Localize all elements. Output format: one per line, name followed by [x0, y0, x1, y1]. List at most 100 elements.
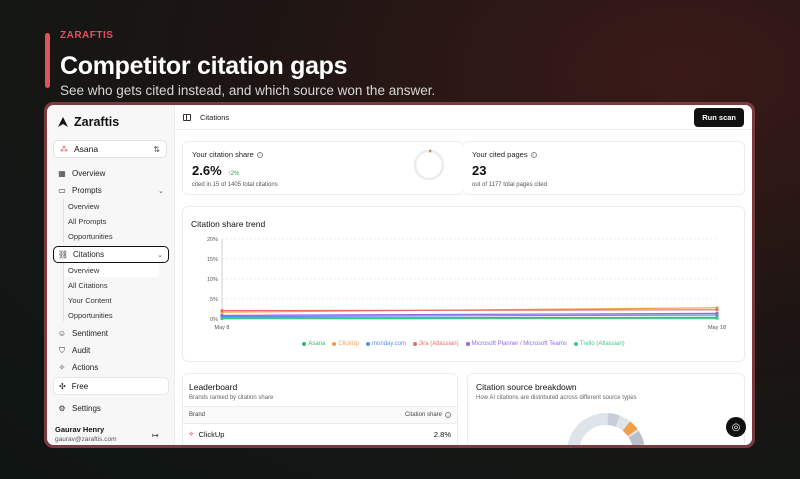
grid-icon: ▦ — [58, 169, 66, 178]
chart-legend: Asana ClickUp monday.com Jira (Atlassian) Mi… — [183, 341, 744, 347]
legend-label: Jira (Atlassian) — [418, 341, 459, 347]
project-select[interactable]: ⁂ Asana ⇅ — [53, 140, 167, 158]
main-content: Citations Run scan Your citation share i… — [175, 105, 752, 445]
info-icon[interactable]: i — [530, 151, 537, 158]
link-icon: ⛓ — [57, 250, 69, 259]
sidebar-item-citations[interactable]: ⛓ Citations ⌄ — [53, 246, 169, 263]
sidebar-subitem-all-citations[interactable]: All Citations — [68, 280, 108, 290]
x-tick-label: May 8 — [215, 325, 230, 331]
citation-share-value: 2.6% — [192, 163, 222, 178]
user-info: Gaurav Henry gaurav@zaraftis.com — [55, 425, 117, 443]
chevron-updown-icon: ⇅ — [153, 144, 160, 154]
y-tick-label: 10% — [207, 277, 218, 283]
source-donut-chart — [567, 413, 645, 445]
row-brand: ⟡ ClickUp — [189, 430, 224, 439]
chat-icon: ▭ — [58, 186, 66, 195]
app-frame: Zaraftis ⁂ Asana ⇅ ▦ Overview ▭ Prompts … — [44, 102, 755, 448]
series-line — [221, 312, 718, 316]
logo[interactable]: Zaraftis — [57, 115, 119, 129]
sidebar-subitem-prompts-overview[interactable]: Overview — [68, 201, 100, 211]
row-share: 2.8% — [433, 430, 451, 439]
legend-item[interactable]: Trello (Atlassian) — [573, 341, 625, 347]
breakdown-subtitle: How AI citations are distributed across … — [476, 395, 637, 401]
legend-item[interactable]: Jira (Atlassian) — [412, 341, 459, 347]
trend-chart: 0% 5% 10% 15% 20% May 8 May 18 — [207, 237, 726, 331]
chevron-down-icon: ⌄ — [158, 187, 164, 195]
sidebar-item-label: Overview — [72, 169, 106, 178]
smile-icon: ☺ — [57, 329, 67, 338]
sidebar-item-label: Audit — [72, 346, 91, 355]
column-brand[interactable]: Brand — [189, 412, 206, 418]
citation-share-arc — [413, 149, 445, 181]
legend-dot — [302, 342, 307, 346]
sidebar-subitem-prompts-opportunities[interactable]: Opportunities — [68, 231, 113, 241]
sidebar-item-actions[interactable]: ✧ Actions — [53, 360, 169, 375]
sidebar-item-sentiment[interactable]: ☺ Sentiment — [53, 326, 169, 341]
clickup-logo-icon: ⟡ — [189, 430, 194, 438]
sidebar-item-label: Settings — [72, 404, 101, 413]
plan-badge[interactable]: ✣ Free — [53, 377, 169, 395]
sidebar: Zaraftis ⁂ Asana ⇅ ▦ Overview ▭ Prompts … — [47, 105, 175, 445]
chart-title: Citation share trend — [191, 219, 266, 229]
sidebar-item-prompts[interactable]: ▭ Prompts ⌄ — [53, 183, 169, 198]
sidebar-item-label: Actions — [72, 363, 99, 372]
sidebar-subitem-citations-opportunities[interactable]: Opportunities — [68, 310, 113, 320]
sidebar-item-label: Sentiment — [72, 329, 109, 338]
citation-share-note: cited in 15 of 1405 total citations — [192, 182, 278, 188]
cited-pages-card: Your cited pages i 23 out of 1177 total … — [463, 141, 745, 195]
legend-item[interactable]: monday.com — [366, 341, 406, 347]
sidebar-item-settings[interactable]: ⚙ Settings — [53, 401, 169, 416]
legend-item[interactable]: Asana — [302, 341, 325, 347]
legend-dot — [465, 342, 470, 346]
series-point — [220, 317, 224, 321]
legend-label: Trello (Atlassian) — [579, 341, 625, 347]
gear-icon: ⚙ — [58, 404, 66, 413]
legend-item[interactable]: ClickUp — [332, 341, 359, 347]
sidebar-subitem-your-content[interactable]: Your Content — [68, 295, 112, 305]
info-icon[interactable]: i — [256, 151, 263, 158]
donut-track — [567, 413, 645, 445]
legend-item[interactable]: Microsoft Planner / Microsoft Teams — [465, 341, 567, 347]
sidebar-subitem-citations-overview[interactable]: Overview — [64, 263, 159, 277]
logo-text: Zaraftis — [74, 115, 120, 129]
hero-title: Competitor citation gaps — [60, 52, 348, 80]
y-tick-label: 5% — [210, 297, 218, 303]
citation-trend-card: Citation share trend 0% 5% 10% 15% 20% May 8 M… — [182, 206, 745, 362]
sidebar-item-label: Prompts — [72, 186, 102, 195]
leaderboard-card: Leaderboard Brands ranked by citation sh… — [182, 373, 458, 445]
plan-label: Free — [71, 381, 89, 391]
sparkles-icon: ✣ — [59, 381, 66, 391]
legend-label: ClickUp — [338, 341, 360, 347]
series-point — [220, 309, 224, 313]
column-citation-share[interactable]: Citation share i — [405, 412, 451, 418]
table-row[interactable]: ⟡ ClickUp 2.8% — [183, 424, 457, 445]
brand-tag: ZARAFTIS — [60, 30, 114, 41]
series-point — [220, 313, 224, 317]
hero-subtitle: See who gets cited instead, and which so… — [60, 83, 436, 98]
run-scan-button[interactable]: Run scan — [694, 107, 744, 127]
sidebar-toggle-icon[interactable] — [183, 113, 191, 121]
cited-pages-value: 23 — [472, 163, 487, 178]
topbar: Citations Run scan — [175, 105, 752, 130]
info-icon[interactable]: i — [445, 412, 451, 418]
series-point — [715, 316, 719, 320]
sidebar-item-overview[interactable]: ▦ Overview — [53, 166, 169, 181]
series-line — [221, 314, 718, 318]
asana-dots-icon: ⁂ — [60, 144, 68, 154]
citation-share-ring — [413, 149, 445, 181]
help-button[interactable]: ◎ — [726, 417, 746, 437]
leaderboard-header: Leaderboard Brands ranked by citation sh… — [183, 374, 457, 406]
legend-label: Microsoft Planner / Microsoft Teams — [471, 341, 567, 347]
legend-dot — [412, 342, 417, 346]
cited-pages-note: out of 1177 total pages cited — [472, 182, 547, 188]
sidebar-item-audit[interactable]: ⛉ Audit — [53, 343, 169, 358]
logout-icon[interactable]: ↦ — [152, 431, 159, 440]
leaderboard-subtitle: Brands ranked by citation share — [189, 395, 274, 401]
sparkle-icon: ✧ — [58, 363, 66, 372]
y-tick-label: 0% — [210, 317, 218, 323]
sidebar-subitem-all-prompts[interactable]: All Prompts — [68, 216, 107, 226]
legend-dot — [332, 342, 337, 346]
chevron-down-icon: ⌄ — [157, 251, 163, 259]
app-window: Zaraftis ⁂ Asana ⇅ ▦ Overview ▭ Prompts … — [47, 105, 752, 445]
citation-share-card: Your citation share i 2.6% ↑2% cited in … — [182, 141, 464, 195]
